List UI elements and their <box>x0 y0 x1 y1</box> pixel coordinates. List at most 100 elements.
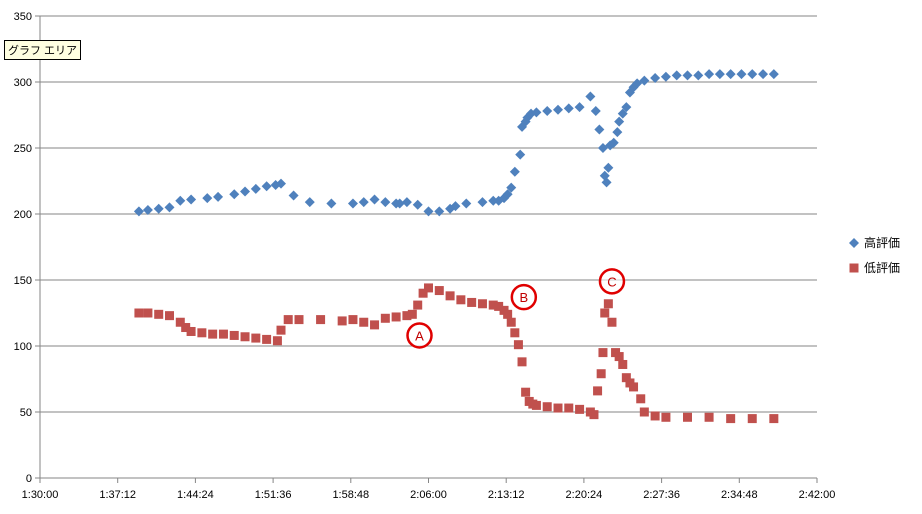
data-point-high[interactable] <box>704 69 715 80</box>
data-point-high[interactable] <box>450 201 461 212</box>
data-point-high[interactable] <box>240 186 251 197</box>
data-point-high[interactable] <box>639 75 650 86</box>
data-point-low[interactable] <box>553 403 563 413</box>
data-point-high[interactable] <box>506 182 517 193</box>
data-point-high[interactable] <box>617 108 628 119</box>
data-point-high[interactable] <box>603 162 614 173</box>
data-point-high[interactable] <box>229 189 240 200</box>
data-point-low[interactable] <box>413 300 423 310</box>
data-point-high[interactable] <box>594 124 605 135</box>
data-point-low[interactable] <box>769 414 779 424</box>
data-point-low[interactable] <box>272 336 282 346</box>
data-point-low[interactable] <box>456 295 466 305</box>
data-point-low[interactable] <box>683 412 692 422</box>
data-point-high[interactable] <box>133 206 144 217</box>
data-point-low[interactable] <box>593 386 603 396</box>
data-point-high[interactable] <box>401 197 412 208</box>
data-point-high[interactable] <box>563 103 574 114</box>
data-point-high[interactable] <box>650 73 661 84</box>
data-point-low[interactable] <box>134 308 144 318</box>
data-point-low[interactable] <box>747 414 757 424</box>
series-0[interactable] <box>133 69 779 217</box>
data-point-high[interactable] <box>574 102 585 113</box>
series-1[interactable] <box>134 283 779 424</box>
data-point-high[interactable] <box>671 70 682 81</box>
data-point-high[interactable] <box>608 137 619 148</box>
data-point-low[interactable] <box>402 311 412 321</box>
data-point-low[interactable] <box>488 300 498 310</box>
data-point-low[interactable] <box>154 309 164 319</box>
data-point-high[interactable] <box>660 71 671 82</box>
data-point-high[interactable] <box>213 191 224 202</box>
data-point-low[interactable] <box>639 407 649 417</box>
data-point-low[interactable] <box>316 315 326 325</box>
data-point-high[interactable] <box>461 198 472 209</box>
data-point-low[interactable] <box>337 316 347 326</box>
data-point-high[interactable] <box>768 69 779 80</box>
data-point-low[interactable] <box>208 329 218 339</box>
data-point-high[interactable] <box>175 195 186 206</box>
data-point-low[interactable] <box>575 404 585 414</box>
data-point-high[interactable] <box>693 70 704 81</box>
data-point-low[interactable] <box>596 369 606 379</box>
data-point-high[interactable] <box>250 183 261 194</box>
data-point-low[interactable] <box>143 308 153 318</box>
data-point-low[interactable] <box>614 352 624 362</box>
data-point-low[interactable] <box>370 320 380 330</box>
data-point-low[interactable] <box>467 297 477 307</box>
data-point-high[interactable] <box>261 181 272 192</box>
data-point-high[interactable] <box>394 198 405 209</box>
data-point-low[interactable] <box>240 332 250 342</box>
data-point-high[interactable] <box>423 206 434 217</box>
data-point-high[interactable] <box>142 205 153 216</box>
data-point-low[interactable] <box>165 311 174 321</box>
data-point-high[interactable] <box>502 189 513 200</box>
data-point-high[interactable] <box>186 194 197 205</box>
data-point-high[interactable] <box>380 197 391 208</box>
data-point-high[interactable] <box>358 197 369 208</box>
data-point-high[interactable] <box>736 69 747 80</box>
data-point-low[interactable] <box>477 299 487 309</box>
data-point-high[interactable] <box>304 197 315 208</box>
data-point-high[interactable] <box>434 206 445 217</box>
data-point-high[interactable] <box>542 106 553 117</box>
data-point-high[interactable] <box>714 69 725 80</box>
data-point-low[interactable] <box>629 382 639 392</box>
data-point-low[interactable] <box>391 312 401 322</box>
data-point-high[interactable] <box>488 195 499 206</box>
data-point-high[interactable] <box>614 116 625 127</box>
data-point-low[interactable] <box>418 288 428 298</box>
data-point-low[interactable] <box>564 403 574 413</box>
data-point-high[interactable] <box>412 199 423 210</box>
data-point-low[interactable] <box>726 414 736 424</box>
data-point-high[interactable] <box>288 190 299 201</box>
data-point-low[interactable] <box>181 323 191 333</box>
data-point-low[interactable] <box>434 286 444 296</box>
data-point-low[interactable] <box>517 357 527 367</box>
data-point-high[interactable] <box>612 127 623 138</box>
data-point-low[interactable] <box>521 387 531 397</box>
data-point-high[interactable] <box>509 166 520 177</box>
data-point-low[interactable] <box>600 308 610 318</box>
data-point-high[interactable] <box>369 194 380 205</box>
data-point-low[interactable] <box>510 328 520 338</box>
data-point-low[interactable] <box>186 326 196 336</box>
data-point-low[interactable] <box>359 317 369 327</box>
legend-marker-low[interactable] <box>849 263 859 273</box>
data-point-low[interactable] <box>506 317 516 327</box>
data-point-low[interactable] <box>218 329 228 339</box>
data-point-high[interactable] <box>553 104 563 115</box>
data-point-low[interactable] <box>503 309 513 319</box>
data-point-low[interactable] <box>531 400 541 410</box>
data-point-high[interactable] <box>202 193 213 204</box>
data-point-high[interactable] <box>531 107 542 118</box>
data-point-low[interactable] <box>276 325 286 335</box>
legend-marker-high[interactable] <box>849 238 859 248</box>
data-point-low[interactable] <box>424 283 433 293</box>
data-point-low[interactable] <box>513 340 523 350</box>
data-point-high[interactable] <box>153 203 164 214</box>
data-point-high[interactable] <box>621 102 632 113</box>
data-point-low[interactable] <box>598 348 608 358</box>
data-point-low[interactable] <box>636 394 646 404</box>
